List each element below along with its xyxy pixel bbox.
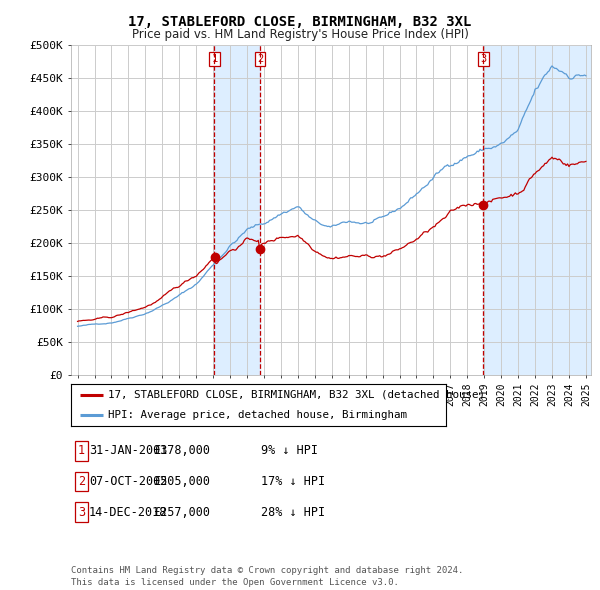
Text: £205,000: £205,000 [153,475,210,488]
Text: 31-JAN-2003: 31-JAN-2003 [89,444,167,457]
Text: 1: 1 [211,54,218,64]
Text: HPI: Average price, detached house, Birmingham: HPI: Average price, detached house, Birm… [108,409,407,419]
Text: 17, STABLEFORD CLOSE, BIRMINGHAM, B32 3XL: 17, STABLEFORD CLOSE, BIRMINGHAM, B32 3X… [128,15,472,30]
Text: Price paid vs. HM Land Registry's House Price Index (HPI): Price paid vs. HM Land Registry's House … [131,28,469,41]
Text: 3: 3 [480,54,487,64]
Text: 3: 3 [78,506,85,519]
Text: 17% ↓ HPI: 17% ↓ HPI [261,475,325,488]
Text: 07-OCT-2005: 07-OCT-2005 [89,475,167,488]
Text: £257,000: £257,000 [153,506,210,519]
Text: 9% ↓ HPI: 9% ↓ HPI [261,444,318,457]
Text: Contains HM Land Registry data © Crown copyright and database right 2024.
This d: Contains HM Land Registry data © Crown c… [71,566,463,587]
Bar [484,45,591,375]
Text: 28% ↓ HPI: 28% ↓ HPI [261,506,325,519]
Text: 17, STABLEFORD CLOSE, BIRMINGHAM, B32 3XL (detached house): 17, STABLEFORD CLOSE, BIRMINGHAM, B32 3X… [108,390,485,400]
Text: 1: 1 [78,444,85,457]
Bar [214,45,260,375]
Text: 2: 2 [78,475,85,488]
Text: £178,000: £178,000 [153,444,210,457]
Text: 14-DEC-2018: 14-DEC-2018 [89,506,167,519]
Text: 2: 2 [257,54,263,64]
